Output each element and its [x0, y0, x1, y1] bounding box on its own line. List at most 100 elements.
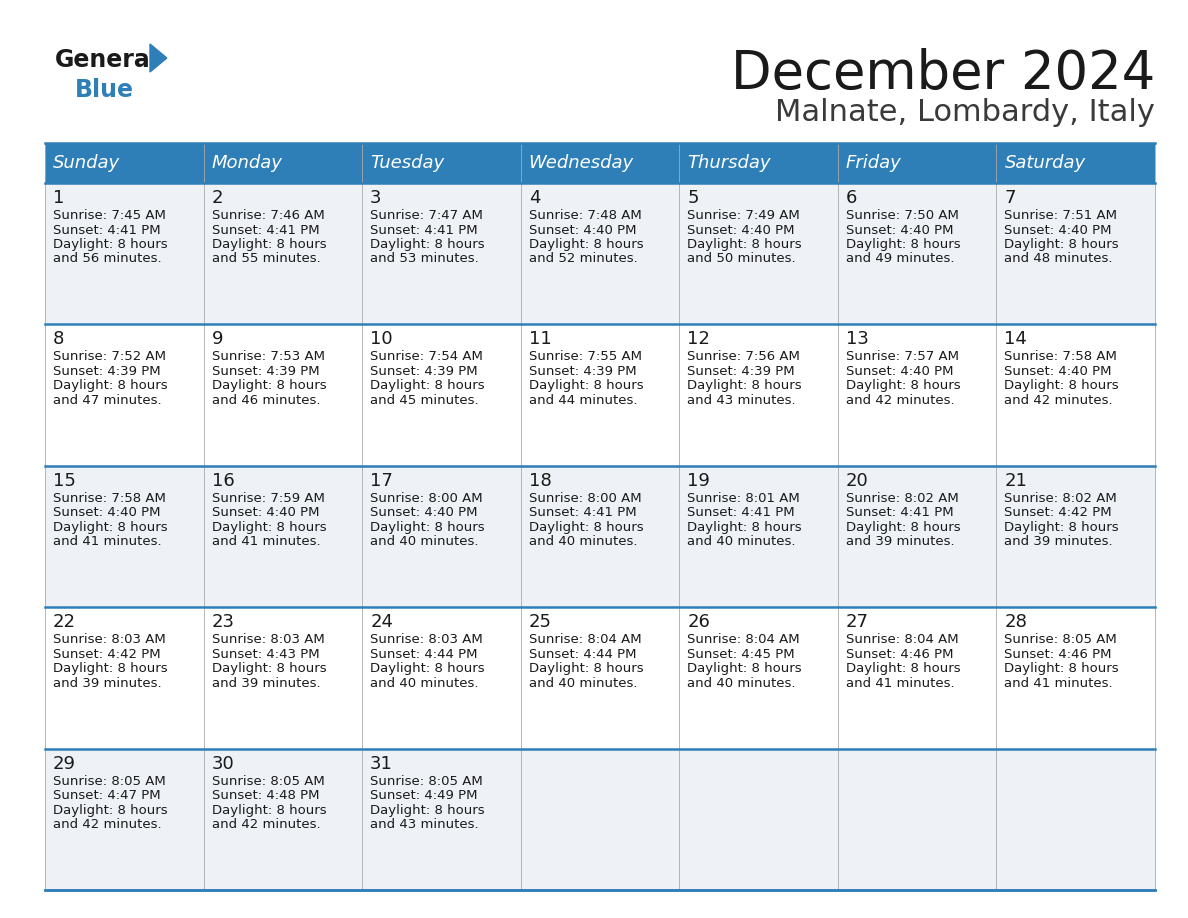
Text: Sunrise: 7:56 AM: Sunrise: 7:56 AM — [688, 351, 801, 364]
Text: 1: 1 — [53, 189, 64, 207]
Text: Daylight: 8 hours: Daylight: 8 hours — [211, 662, 327, 676]
Text: 16: 16 — [211, 472, 234, 490]
Text: Sunset: 4:49 PM: Sunset: 4:49 PM — [371, 789, 478, 802]
Text: 8: 8 — [53, 330, 64, 349]
Text: Sunrise: 8:05 AM: Sunrise: 8:05 AM — [53, 775, 166, 788]
Text: Sunset: 4:43 PM: Sunset: 4:43 PM — [211, 648, 320, 661]
Text: 2: 2 — [211, 189, 223, 207]
Text: and 40 minutes.: and 40 minutes. — [688, 535, 796, 548]
Text: and 39 minutes.: and 39 minutes. — [211, 677, 321, 689]
Text: 20: 20 — [846, 472, 868, 490]
Bar — [838, 607, 997, 748]
Text: Sunrise: 8:03 AM: Sunrise: 8:03 AM — [371, 633, 482, 646]
Text: Sunset: 4:41 PM: Sunset: 4:41 PM — [846, 507, 954, 520]
Bar — [838, 324, 997, 465]
Text: Thursday: Thursday — [688, 154, 771, 172]
Text: Daylight: 8 hours: Daylight: 8 hours — [1004, 662, 1119, 676]
Text: Sunrise: 8:01 AM: Sunrise: 8:01 AM — [688, 492, 800, 505]
Bar — [45, 748, 203, 890]
Text: and 42 minutes.: and 42 minutes. — [53, 818, 162, 831]
Bar — [362, 465, 520, 607]
Text: and 46 minutes.: and 46 minutes. — [211, 394, 320, 407]
Text: Daylight: 8 hours: Daylight: 8 hours — [371, 662, 485, 676]
Text: Wednesday: Wednesday — [529, 154, 634, 172]
Text: Daylight: 8 hours: Daylight: 8 hours — [688, 521, 802, 533]
Text: Daylight: 8 hours: Daylight: 8 hours — [211, 521, 327, 533]
Polygon shape — [150, 44, 166, 72]
Text: 22: 22 — [53, 613, 76, 632]
Text: 5: 5 — [688, 189, 699, 207]
Text: Sunset: 4:48 PM: Sunset: 4:48 PM — [211, 789, 320, 802]
Text: Daylight: 8 hours: Daylight: 8 hours — [1004, 379, 1119, 392]
Text: 25: 25 — [529, 613, 551, 632]
Text: Sunset: 4:41 PM: Sunset: 4:41 PM — [371, 223, 478, 237]
Text: Monday: Monday — [211, 154, 283, 172]
Text: Sunday: Sunday — [53, 154, 120, 172]
Text: 27: 27 — [846, 613, 868, 632]
Text: 19: 19 — [688, 472, 710, 490]
Text: Sunrise: 7:50 AM: Sunrise: 7:50 AM — [846, 209, 959, 222]
Text: Sunrise: 7:58 AM: Sunrise: 7:58 AM — [53, 492, 166, 505]
Text: Daylight: 8 hours: Daylight: 8 hours — [529, 521, 644, 533]
Text: 15: 15 — [53, 472, 76, 490]
Text: Saturday: Saturday — [1004, 154, 1086, 172]
Text: Friday: Friday — [846, 154, 902, 172]
Text: Sunset: 4:40 PM: Sunset: 4:40 PM — [1004, 364, 1112, 378]
Text: Daylight: 8 hours: Daylight: 8 hours — [53, 238, 168, 251]
Text: 26: 26 — [688, 613, 710, 632]
Bar — [45, 183, 203, 324]
Text: and 39 minutes.: and 39 minutes. — [53, 677, 162, 689]
Text: Daylight: 8 hours: Daylight: 8 hours — [688, 379, 802, 392]
Text: Daylight: 8 hours: Daylight: 8 hours — [53, 521, 168, 533]
Text: and 49 minutes.: and 49 minutes. — [846, 252, 954, 265]
Bar — [838, 465, 997, 607]
Bar — [997, 143, 1155, 183]
Text: and 43 minutes.: and 43 minutes. — [688, 394, 796, 407]
Text: and 39 minutes.: and 39 minutes. — [846, 535, 954, 548]
Text: Sunrise: 7:58 AM: Sunrise: 7:58 AM — [1004, 351, 1117, 364]
Text: Sunrise: 7:53 AM: Sunrise: 7:53 AM — [211, 351, 324, 364]
Text: Sunset: 4:40 PM: Sunset: 4:40 PM — [688, 223, 795, 237]
Text: Daylight: 8 hours: Daylight: 8 hours — [846, 521, 960, 533]
Text: Daylight: 8 hours: Daylight: 8 hours — [211, 238, 327, 251]
Text: 10: 10 — [371, 330, 393, 349]
Text: Sunset: 4:45 PM: Sunset: 4:45 PM — [688, 648, 795, 661]
Text: 29: 29 — [53, 755, 76, 773]
Text: Daylight: 8 hours: Daylight: 8 hours — [688, 662, 802, 676]
Text: Daylight: 8 hours: Daylight: 8 hours — [1004, 521, 1119, 533]
Text: and 39 minutes.: and 39 minutes. — [1004, 535, 1113, 548]
Text: and 40 minutes.: and 40 minutes. — [371, 677, 479, 689]
Text: Sunrise: 7:47 AM: Sunrise: 7:47 AM — [371, 209, 484, 222]
Text: 12: 12 — [688, 330, 710, 349]
Bar — [203, 748, 362, 890]
Bar — [362, 143, 520, 183]
Text: Sunset: 4:39 PM: Sunset: 4:39 PM — [529, 364, 637, 378]
Text: Sunset: 4:47 PM: Sunset: 4:47 PM — [53, 789, 160, 802]
Text: 17: 17 — [371, 472, 393, 490]
Bar — [997, 183, 1155, 324]
Text: Tuesday: Tuesday — [371, 154, 444, 172]
Text: Daylight: 8 hours: Daylight: 8 hours — [371, 379, 485, 392]
Bar — [362, 324, 520, 465]
Text: Daylight: 8 hours: Daylight: 8 hours — [688, 238, 802, 251]
Text: Sunset: 4:44 PM: Sunset: 4:44 PM — [529, 648, 637, 661]
Text: and 42 minutes.: and 42 minutes. — [211, 818, 321, 831]
Text: Daylight: 8 hours: Daylight: 8 hours — [211, 803, 327, 817]
Text: Sunrise: 8:04 AM: Sunrise: 8:04 AM — [846, 633, 959, 646]
Text: and 47 minutes.: and 47 minutes. — [53, 394, 162, 407]
Bar — [203, 607, 362, 748]
Text: 24: 24 — [371, 613, 393, 632]
Text: Sunrise: 8:04 AM: Sunrise: 8:04 AM — [529, 633, 642, 646]
Text: 7: 7 — [1004, 189, 1016, 207]
Bar — [838, 143, 997, 183]
Text: Sunrise: 8:02 AM: Sunrise: 8:02 AM — [1004, 492, 1117, 505]
Text: Sunset: 4:46 PM: Sunset: 4:46 PM — [846, 648, 953, 661]
Text: Daylight: 8 hours: Daylight: 8 hours — [846, 379, 960, 392]
Text: Sunset: 4:40 PM: Sunset: 4:40 PM — [846, 223, 953, 237]
Bar — [45, 143, 203, 183]
Text: Daylight: 8 hours: Daylight: 8 hours — [53, 662, 168, 676]
Text: Sunrise: 8:05 AM: Sunrise: 8:05 AM — [371, 775, 482, 788]
Text: Sunset: 4:40 PM: Sunset: 4:40 PM — [1004, 223, 1112, 237]
Bar — [680, 465, 838, 607]
Text: 6: 6 — [846, 189, 858, 207]
